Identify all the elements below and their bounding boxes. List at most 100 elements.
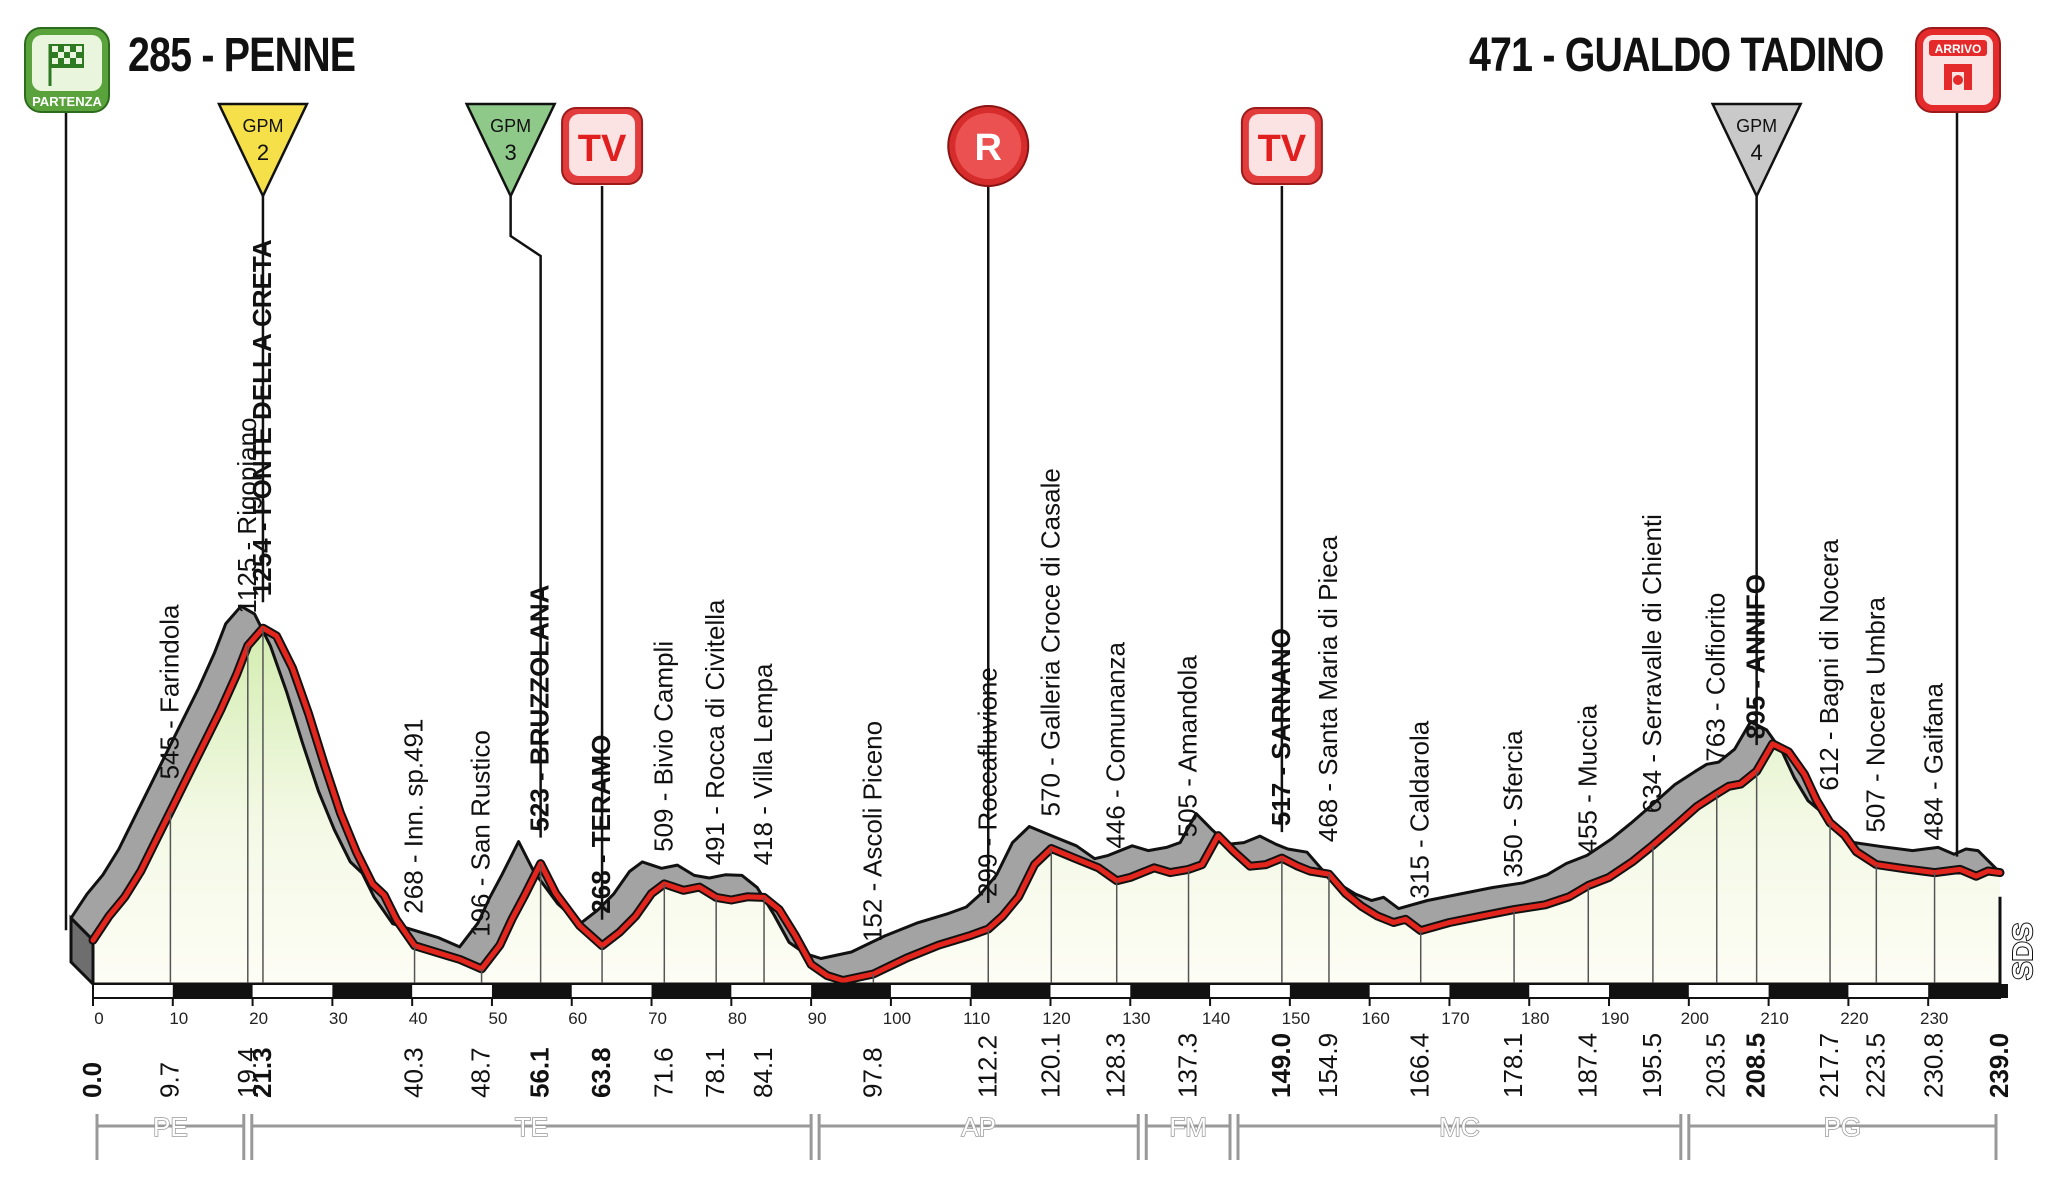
km-label: 40.3	[399, 1047, 429, 1098]
km-tick-label: 100	[883, 1009, 911, 1028]
km-label: 230.8	[1919, 1033, 1949, 1098]
town-label: 315 - Caldarola	[1405, 720, 1435, 898]
km-tick-label: 70	[648, 1009, 667, 1028]
gpm-triangle	[1710, 102, 1803, 199]
km-tick-label: 190	[1601, 1009, 1629, 1028]
region-label: TE	[515, 1112, 548, 1142]
km-axis-segment	[1449, 984, 1530, 998]
start-title: 285 - PENNE	[128, 29, 356, 82]
town-label: 634 - Serravalle di Chienti	[1637, 514, 1667, 813]
km-label: 120.1	[1035, 1033, 1065, 1098]
gpm-label: GPM	[242, 116, 283, 136]
tv-badge-inner	[569, 114, 636, 176]
km-label: 217.7	[1814, 1033, 1844, 1098]
km-label: 208.5	[1741, 1033, 1771, 1098]
km-tick-label: 180	[1521, 1009, 1549, 1028]
km-label: 149.0	[1266, 1033, 1296, 1098]
km-tick-label: 80	[728, 1009, 747, 1028]
km-label: 166.4	[1405, 1033, 1435, 1098]
town-label: 268 - Inn. sp.491	[399, 719, 429, 914]
km-tick-label: 10	[169, 1009, 188, 1028]
region-label: PE	[153, 1112, 188, 1142]
km-tick-label: 220	[1840, 1009, 1868, 1028]
region-label: AP	[961, 1112, 996, 1142]
km-label: 19.4	[232, 1047, 262, 1098]
region-label: FM	[1169, 1112, 1207, 1142]
town-label: 1125 - Rigopiano	[232, 417, 262, 613]
km-axis-segment	[1289, 984, 1370, 998]
town-label: 612 - Bagni di Nocera	[1814, 539, 1844, 791]
km-label: 203.5	[1701, 1033, 1731, 1098]
km-tick-label: 210	[1760, 1009, 1788, 1028]
town-label: 196 - San Rustico	[466, 730, 496, 937]
km-axis-segment	[651, 984, 732, 998]
km-axis-segment	[970, 984, 1051, 998]
km-label: 9.7	[154, 1062, 184, 1098]
km-axis-segment	[332, 984, 413, 998]
km-tick-label: 130	[1122, 1009, 1150, 1028]
km-label: 63.8	[586, 1047, 616, 1098]
marker-pole	[509, 196, 542, 838]
finish-banner	[1929, 40, 1987, 56]
town-label: 350 - Sfercia	[1498, 730, 1528, 878]
km-label: 97.8	[857, 1047, 887, 1098]
region-label: PG	[1824, 1112, 1862, 1142]
town-label: 507 - Nocera Umbra	[1860, 596, 1890, 832]
town-label: 446 - Comunanza	[1101, 641, 1131, 848]
finish-arch-icon-dot	[1953, 75, 1963, 85]
town-label: 763 - Colfiorito	[1701, 593, 1731, 762]
km-tick-label: 20	[249, 1009, 268, 1028]
town-label: 455 - Muccia	[1572, 704, 1602, 853]
gpm-label: GPM	[1736, 116, 1777, 136]
km-axis-segment	[172, 984, 253, 998]
km-label: 0.0	[77, 1062, 107, 1098]
km-label: 178.1	[1498, 1033, 1528, 1098]
km-label: 239.0	[1984, 1033, 2014, 1098]
km-tick-label: 230	[1920, 1009, 1948, 1028]
km-axis-segment	[1928, 984, 2008, 998]
km-axis-segment	[1768, 984, 1849, 998]
finish-title: 471 - GUALDO TADINO	[1468, 29, 1884, 82]
km-axis-segment	[811, 984, 891, 998]
km-label: 84.1	[748, 1047, 778, 1098]
km-tick-label: 140	[1202, 1009, 1230, 1028]
gpm-category: 4	[1751, 140, 1763, 165]
town-label: 505 - Amandola	[1173, 655, 1203, 838]
town-label: 418 - Villa Lempa	[748, 663, 778, 865]
tv-badge-inner	[1248, 114, 1315, 176]
km-tick-label: 90	[808, 1009, 827, 1028]
km-tick-label: 30	[329, 1009, 348, 1028]
km-label: 48.7	[466, 1047, 496, 1098]
km-label: 21.3	[247, 1047, 277, 1098]
finish-badge-label: ARRIVO	[1935, 42, 1982, 56]
region-label: MC	[1439, 1112, 1479, 1142]
town-label: 509 - Bivio Campli	[648, 641, 678, 852]
town-label: 468 - Santa Maria di Pieca	[1313, 535, 1343, 842]
km-tick-label: 160	[1361, 1009, 1389, 1028]
gpm-category: 3	[505, 140, 517, 165]
km-label: 154.9	[1313, 1033, 1343, 1098]
km-axis-segment	[491, 984, 572, 998]
km-tick-label: 40	[409, 1009, 428, 1028]
town-label: 570 - Galleria Croce di Casale	[1035, 468, 1065, 816]
feed-zone-label: R	[975, 127, 1002, 169]
town-label: 545 - Farindola	[154, 604, 184, 779]
km-label: 187.4	[1572, 1033, 1602, 1098]
tv-icon-label: TV	[1258, 128, 1307, 170]
km-label: 56.1	[525, 1047, 555, 1098]
gpm-label: GPM	[490, 116, 531, 136]
sds-logo: SDS	[2007, 922, 2038, 980]
km-label: 128.3	[1101, 1033, 1131, 1098]
km-tick-label: 170	[1441, 1009, 1469, 1028]
town-label: 484 - Gaifana	[1919, 683, 1949, 841]
km-tick-label: 150	[1282, 1009, 1310, 1028]
km-axis-segment	[1130, 984, 1211, 998]
km-label: 195.5	[1637, 1033, 1667, 1098]
km-label: 71.6	[648, 1047, 678, 1098]
km-tick-label: 0	[94, 1009, 103, 1028]
km-tick-label: 50	[488, 1009, 507, 1028]
town-label: 491 - Rocca di Civitella	[700, 599, 730, 865]
km-tick-label: 110	[963, 1009, 990, 1028]
gpm-triangle	[216, 102, 309, 199]
